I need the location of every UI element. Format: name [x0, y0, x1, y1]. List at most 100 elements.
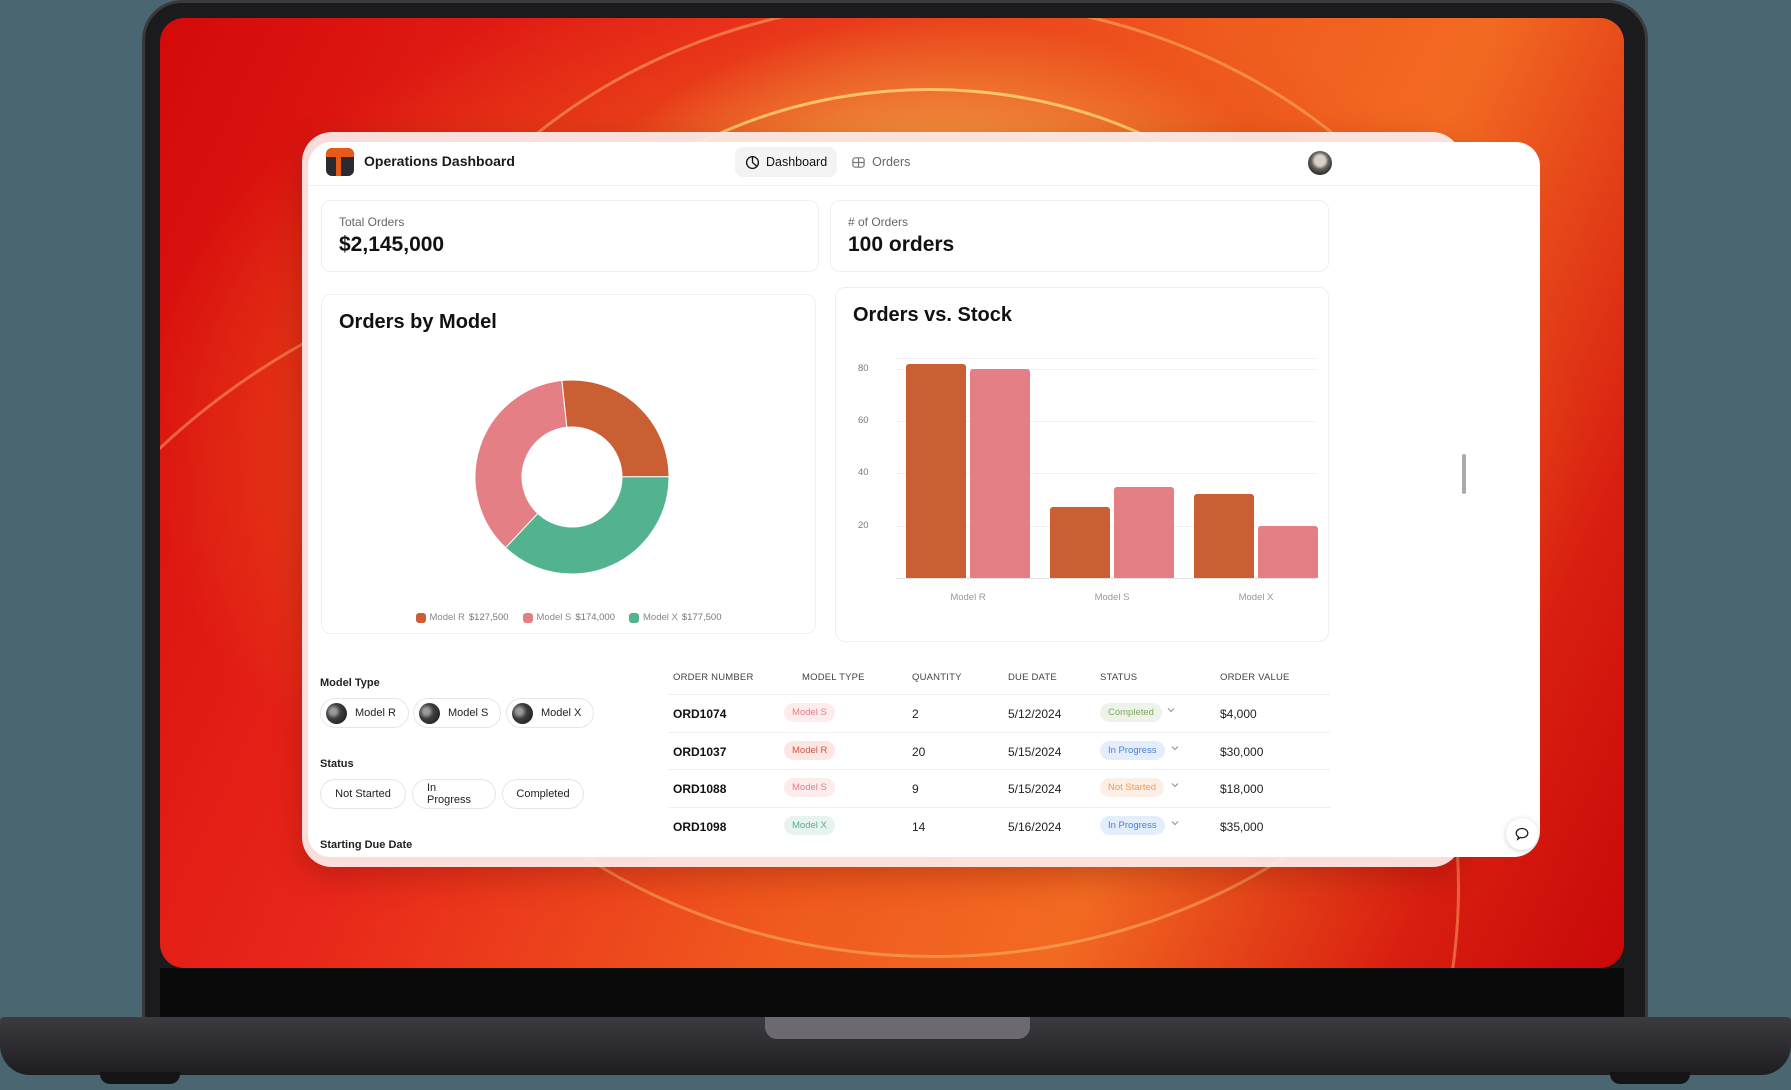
- bar-stock-model-s[interactable]: [1114, 486, 1174, 578]
- x-tick-label: Model S: [1094, 592, 1130, 603]
- tab-dashboard-label: Dashboard: [766, 155, 828, 169]
- model-badge: Model R: [784, 740, 836, 760]
- chevron-down-icon[interactable]: [1166, 705, 1176, 715]
- status-badge[interactable]: In Progress: [1100, 740, 1165, 760]
- legend-item-model-r: Model R $127,500: [415, 612, 509, 623]
- order-value: $18,000: [1220, 782, 1264, 796]
- orders-by-model-card: Orders by Model Model R $127,500 Model S…: [321, 294, 816, 634]
- legend-item-model-s: Model S $174,000: [522, 612, 615, 623]
- table-row[interactable]: ORD1074 Model S 2 5/12/2024 Completed $4…: [668, 694, 1330, 731]
- column-header[interactable]: QUANTITY: [912, 672, 962, 683]
- y-tick-label: 40: [858, 467, 869, 479]
- bar-orders-model-r[interactable]: [906, 363, 966, 578]
- legend-value: $174,000: [575, 612, 615, 623]
- chip-label: Model X: [541, 707, 582, 719]
- y-tick-label: 20: [858, 519, 869, 531]
- order-value: $4,000: [1220, 707, 1257, 721]
- filter-chip-model-x[interactable]: Model X: [506, 698, 595, 728]
- quantity: 20: [912, 744, 926, 759]
- gridline: [896, 368, 1316, 370]
- table-row[interactable]: ORD1037 Model R 20 5/15/2024 In Progress…: [668, 731, 1330, 769]
- orders-vs-stock-card: Orders vs. Stock 20 40 60 80 Model R Model S M…: [835, 287, 1329, 642]
- column-header[interactable]: ORDER VALUE: [1220, 672, 1290, 683]
- stat-card-order-count: # of Orders 100 orders: [830, 200, 1329, 272]
- operations-dashboard-window: Operations Dashboard Dashboard Orders To…: [308, 142, 1540, 857]
- screen-chin: [160, 968, 1624, 1018]
- donut-chart: [474, 379, 670, 575]
- chart-legend: Model R $127,500 Model S $174,000 Model …: [322, 612, 815, 623]
- chevron-down-icon[interactable]: [1170, 780, 1180, 790]
- status-badge[interactable]: Not Started: [1100, 778, 1165, 797]
- chip-label: Model S: [448, 707, 489, 719]
- chip-label: Model R: [355, 707, 396, 719]
- filter-title-due-date: Starting Due Date: [320, 839, 413, 851]
- due-date: 5/15/2024: [1008, 744, 1062, 759]
- column-header[interactable]: MODEL TYPE: [802, 672, 865, 683]
- chip-label: In Progress: [427, 782, 472, 806]
- x-tick-label: Model X: [1238, 592, 1274, 603]
- table-row[interactable]: ORD1098 Model X 14 5/16/2024 In Progress…: [668, 806, 1330, 844]
- x-tick-label: Model R: [950, 592, 986, 603]
- bar-stock-model-r[interactable]: [970, 368, 1030, 578]
- bar-orders-model-s[interactable]: [1050, 507, 1110, 578]
- order-number: ORD1074: [673, 707, 727, 721]
- model-badge: Model S: [784, 778, 835, 797]
- app-logo-icon: [326, 148, 354, 176]
- chat-bubble-icon: [1515, 827, 1529, 841]
- stat-value: $2,145,000: [339, 233, 445, 256]
- legend-value: $127,500: [468, 612, 509, 623]
- gridline: [896, 358, 1316, 360]
- stat-label: Total Orders: [339, 215, 405, 229]
- tab-orders-label: Orders: [872, 155, 911, 169]
- chat-button[interactable]: [1506, 818, 1538, 850]
- pie-chart-icon: [745, 155, 760, 169]
- filter-title-model-type: Model Type: [320, 677, 380, 689]
- filter-chip-not-started[interactable]: Not Started: [320, 779, 406, 809]
- chevron-down-icon[interactable]: [1170, 743, 1180, 753]
- filter-chip-completed[interactable]: Completed: [502, 779, 584, 809]
- status-badge[interactable]: Completed: [1100, 703, 1162, 722]
- column-header[interactable]: STATUS: [1100, 672, 1138, 683]
- scrollbar[interactable]: [1462, 454, 1466, 494]
- chip-label: Not Started: [335, 788, 391, 800]
- order-number: ORD1088: [673, 782, 727, 796]
- bar-stock-model-x[interactable]: [1258, 525, 1318, 578]
- model-badge: Model X: [784, 815, 835, 835]
- column-header[interactable]: ORDER NUMBER: [673, 672, 754, 683]
- table-row[interactable]: ORD1088 Model S 9 5/15/2024 Not Started …: [668, 769, 1330, 806]
- filter-chip-model-s[interactable]: Model S: [413, 698, 502, 728]
- chart-title: Orders vs. Stock: [853, 304, 1012, 326]
- legend-swatch: [522, 612, 533, 623]
- donut-slice-model-s[interactable]: [474, 379, 568, 549]
- filter-title-status: Status: [320, 758, 354, 770]
- chip-label: Completed: [516, 788, 570, 800]
- tab-dashboard[interactable]: Dashboard: [735, 147, 838, 177]
- due-date: 5/15/2024: [1008, 782, 1062, 796]
- donut-slice-model-r[interactable]: [561, 379, 670, 478]
- order-number: ORD1037: [673, 744, 727, 759]
- filter-chip-model-r[interactable]: Model R: [320, 698, 409, 728]
- legend-label: Model S: [536, 612, 572, 623]
- y-tick-label: 60: [858, 415, 869, 427]
- bar-orders-model-x[interactable]: [1194, 494, 1254, 578]
- user-avatar[interactable]: [1308, 151, 1332, 175]
- donut-slice-model-x[interactable]: [504, 476, 670, 575]
- stat-label: # of Orders: [848, 215, 909, 229]
- laptop-foot: [100, 1072, 180, 1084]
- chevron-down-icon[interactable]: [1170, 818, 1180, 828]
- filter-chip-in-progress[interactable]: In Progress: [412, 779, 496, 809]
- legend-item-model-x: Model X $177,500: [629, 612, 721, 623]
- legend-swatch: [629, 612, 639, 623]
- status-badge[interactable]: In Progress: [1100, 815, 1165, 835]
- column-header[interactable]: DUE DATE: [1008, 672, 1057, 683]
- tab-orders[interactable]: Orders: [841, 147, 920, 177]
- stat-value: 100 orders: [848, 233, 955, 256]
- chart-title: Orders by Model: [339, 311, 497, 333]
- gridline: [896, 421, 1316, 423]
- app-title: Operations Dashboard: [364, 153, 515, 169]
- stat-card-total-orders: Total Orders $2,145,000: [321, 200, 819, 272]
- bar-chart: 20 40 60 80 Model R Model S Model X: [856, 348, 1318, 628]
- laptop-foot: [1610, 1072, 1690, 1084]
- legend-label: Model R: [429, 612, 465, 623]
- table-grid-icon: [852, 156, 865, 168]
